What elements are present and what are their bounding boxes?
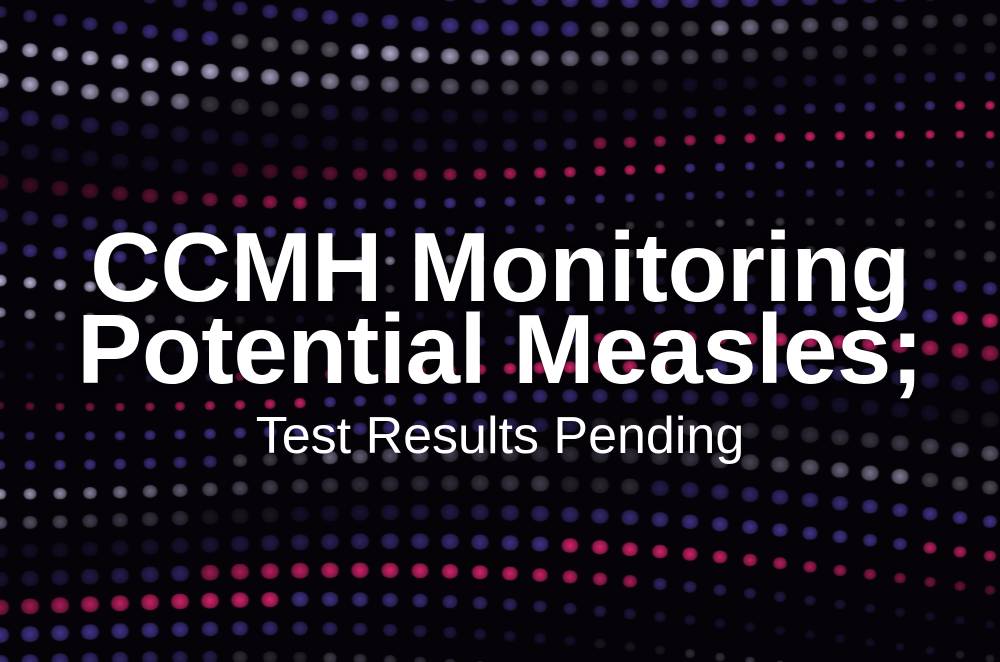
headline-line-1: CCMH Monitoring — [90, 212, 910, 322]
headline-line-2: Potential Measles; — [76, 294, 924, 404]
subtitle: Test Results Pending — [255, 407, 745, 465]
